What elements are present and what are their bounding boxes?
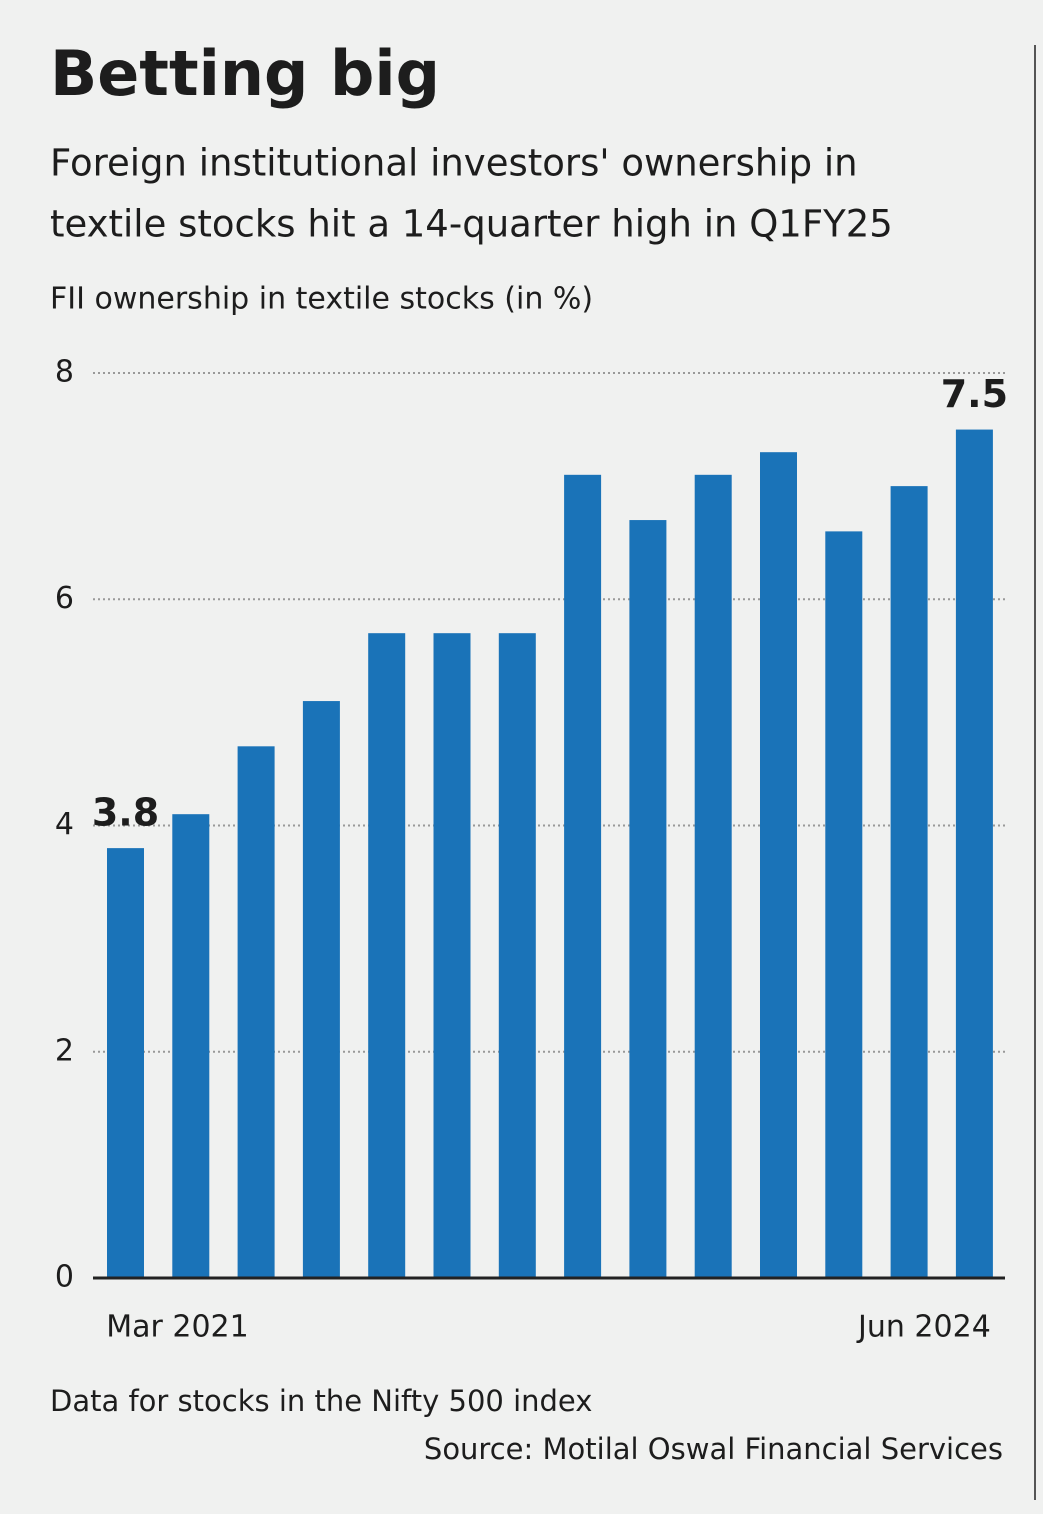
bar (433, 633, 471, 1278)
x-tick-label: Mar 2021 (106, 1310, 249, 1345)
note: Data for stocks in the Nifty 500 index (50, 1384, 592, 1418)
bar (825, 531, 863, 1278)
chart-subtitle: Foreign institutional investors' ownersh… (50, 142, 858, 185)
bar (564, 474, 602, 1278)
y-tick-label: 2 (55, 1033, 74, 1068)
source: Source: Motilal Oswal Financial Services (424, 1432, 1003, 1466)
data-label: 7.5 (941, 372, 1008, 416)
bar (694, 474, 732, 1278)
chart-subtitle: textile stocks hit a 14-quarter high in … (50, 203, 893, 246)
x-tick-label: Jun 2024 (856, 1310, 991, 1345)
bar (172, 814, 210, 1278)
bar (368, 633, 406, 1278)
y-tick-label: 0 (55, 1260, 74, 1295)
chart-title: Betting big (50, 37, 440, 110)
y-tick-label: 6 (55, 581, 74, 616)
y-axis-title: FII ownership in textile stocks (in %) (50, 282, 593, 317)
y-tick-label: 8 (55, 355, 74, 390)
bar (237, 746, 275, 1278)
y-tick-label: 4 (55, 807, 74, 842)
bar (498, 633, 536, 1278)
bar (890, 486, 928, 1278)
bar (760, 452, 797, 1278)
bar (107, 848, 144, 1278)
bar (629, 520, 667, 1278)
bar (955, 429, 993, 1278)
data-label: 3.8 (92, 791, 159, 835)
bar (302, 701, 340, 1278)
